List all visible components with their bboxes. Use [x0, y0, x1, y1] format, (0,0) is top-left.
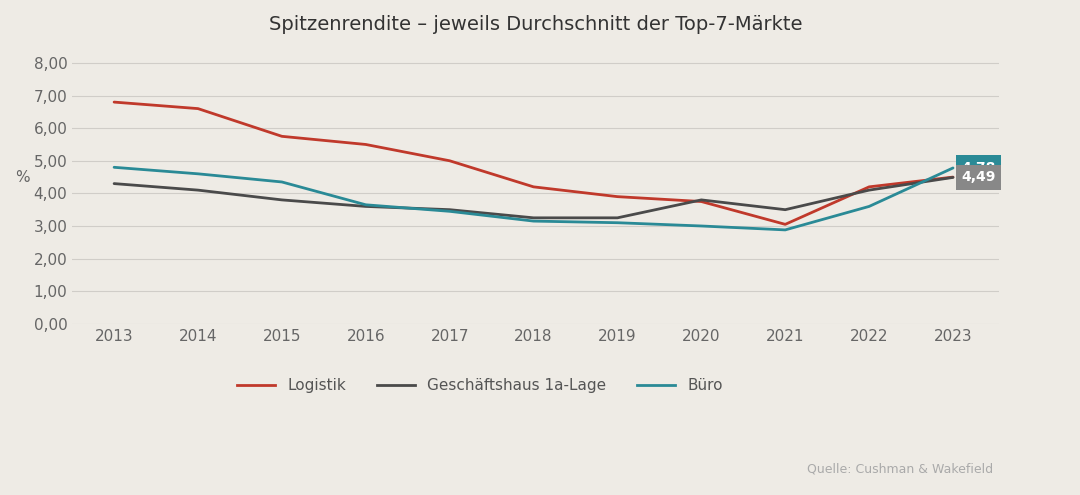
- Text: 4,78: 4,78: [961, 161, 996, 175]
- Text: 4,49: 4,49: [961, 170, 996, 185]
- Legend: Logistik, Geschäftshaus 1a-Lage, Büro: Logistik, Geschäftshaus 1a-Lage, Büro: [231, 372, 729, 399]
- Title: Spitzenrendite – jeweils Durchschnitt der Top-7-Märkte: Spitzenrendite – jeweils Durchschnitt de…: [269, 15, 802, 34]
- Y-axis label: %: %: [15, 170, 29, 185]
- Text: 4,50: 4,50: [961, 170, 996, 184]
- Text: Quelle: Cushman & Wakefield: Quelle: Cushman & Wakefield: [808, 462, 994, 475]
